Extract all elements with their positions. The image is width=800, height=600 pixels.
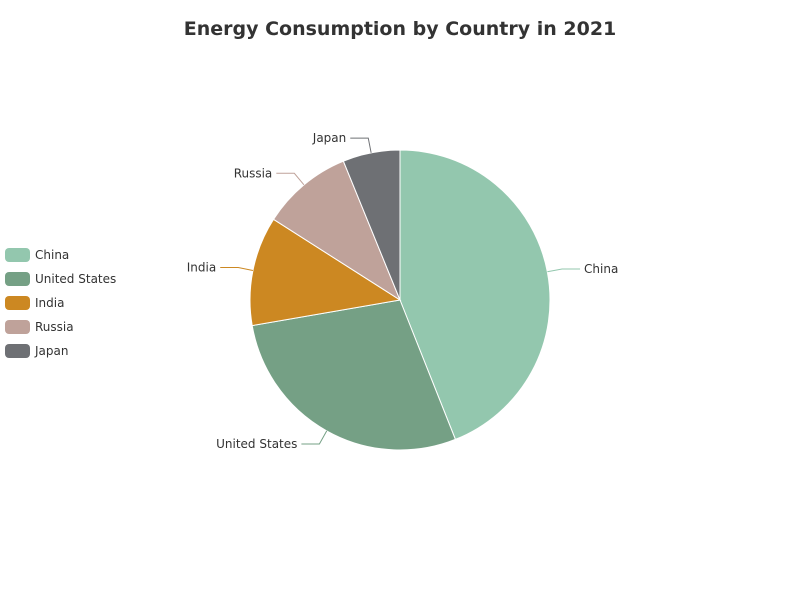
pie-labels: China United States India Russia Japan xyxy=(187,131,619,451)
legend-label: United States xyxy=(35,272,117,286)
pie-slices xyxy=(249,149,551,451)
legend-swatch xyxy=(5,320,30,334)
slice-label: Japan xyxy=(312,131,346,145)
leader-line xyxy=(547,268,581,273)
pie-slice-china[interactable] xyxy=(399,149,551,441)
legend-swatch xyxy=(5,344,30,358)
chart-title: Energy Consumption by Country in 2021 xyxy=(183,18,617,40)
legend: China United States India Russia Japan xyxy=(5,243,116,363)
legend-item-united-states[interactable]: United States xyxy=(5,267,116,291)
legend-item-india[interactable]: India xyxy=(5,291,116,315)
leader-line xyxy=(301,430,328,445)
pie-slice-india[interactable] xyxy=(249,218,402,327)
legend-swatch xyxy=(5,272,30,286)
leader-line xyxy=(350,137,372,153)
leader-line xyxy=(220,267,254,271)
slice-label: Russia xyxy=(234,166,273,180)
slice-label: India xyxy=(187,261,216,275)
legend-label: China xyxy=(35,248,70,262)
legend-swatch xyxy=(5,248,30,262)
leader-line xyxy=(276,172,305,186)
legend-swatch xyxy=(5,296,30,310)
slice-label: United States xyxy=(216,437,297,451)
legend-item-russia[interactable]: Russia xyxy=(5,315,116,339)
slice-label: China xyxy=(584,262,618,276)
legend-label: India xyxy=(35,296,65,310)
legend-label: Russia xyxy=(35,320,74,334)
legend-item-japan[interactable]: Japan xyxy=(5,339,116,363)
pie-slice-russia[interactable] xyxy=(272,160,402,302)
legend-label: Japan xyxy=(35,344,69,358)
legend-item-china[interactable]: China xyxy=(5,243,116,267)
pie-slice-united-states[interactable] xyxy=(251,299,457,451)
